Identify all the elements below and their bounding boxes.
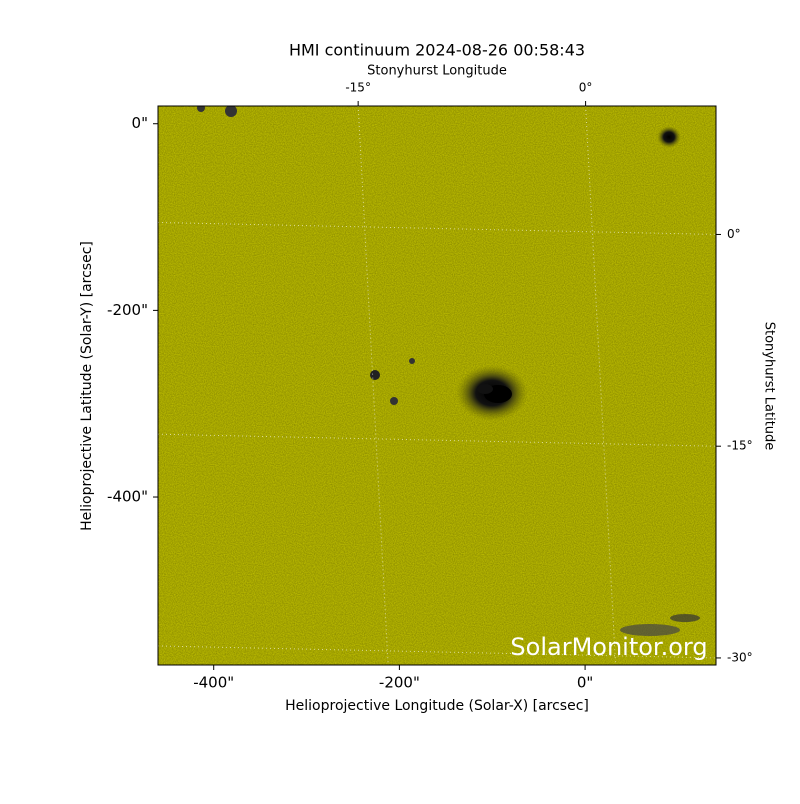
top-axis-label: Stonyhurst Longitude [367, 64, 507, 79]
granulation [158, 106, 716, 665]
sunspots [197, 106, 700, 636]
right-tick-label: 0° [727, 227, 741, 241]
axes-frame [157, 105, 717, 666]
y-tick-label: -400" [107, 488, 148, 506]
chart-title: HMI continuum 2024-08-26 00:58:43 [289, 41, 585, 60]
top-tick-label: 0° [579, 81, 593, 95]
x-tick-label: 0" [577, 674, 593, 692]
right-tick-label: -30° [727, 650, 753, 664]
right-tick-label: -15° [727, 439, 753, 453]
top-tick-label: -15° [345, 81, 371, 95]
x-tick-label: -200" [379, 674, 420, 692]
y-tick-label: 0" [132, 114, 148, 132]
x-axis-label: Helioprojective Longitude (Solar-X) [arc… [285, 698, 589, 714]
y-tick-label: -200" [107, 301, 148, 319]
y-axis-label: Helioprojective Latitude (Solar-Y) [arcs… [79, 241, 95, 531]
right-axis-label: Stonyhurst Latitude [762, 322, 777, 451]
watermark: SolarMonitor.org [510, 633, 707, 661]
x-tick-label: -400" [193, 674, 234, 692]
image: SolarMonitor.org [158, 106, 716, 665]
